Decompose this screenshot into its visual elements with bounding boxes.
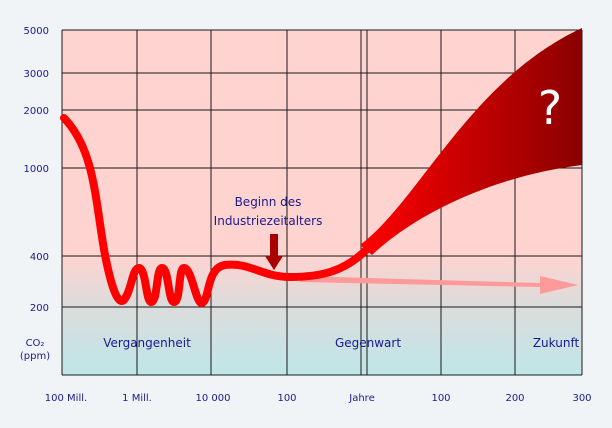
y-axis-unit: (ppm) xyxy=(20,351,50,362)
plot-background xyxy=(62,30,582,375)
x-tick-label: 1 Mill. xyxy=(122,393,152,404)
industry-arrow xyxy=(265,234,283,270)
x-tick-label: 300 xyxy=(572,393,591,404)
y-axis-label: CO₂ xyxy=(26,338,45,349)
y-tick-label: 1000 xyxy=(24,164,49,175)
annotation: Beginn des xyxy=(235,195,302,209)
future-range xyxy=(360,28,582,255)
era-label: Zukunft xyxy=(533,336,580,350)
y-tick-label: 200 xyxy=(30,303,49,314)
x-tick-label: 100 Mill. xyxy=(45,393,87,404)
era-label: Gegenwart xyxy=(335,336,401,350)
trend-arrow xyxy=(300,276,578,294)
x-tick-label: 10 000 xyxy=(196,393,231,404)
co2-curve xyxy=(60,114,372,308)
question-mark: ? xyxy=(538,81,562,135)
x-tick-label: 200 xyxy=(505,393,524,404)
annotation: Industriezeitalters xyxy=(214,214,323,228)
grid xyxy=(61,29,583,376)
y-tick-label: 400 xyxy=(30,252,49,263)
y-tick-label: 3000 xyxy=(24,69,49,80)
era-label: Vergangenheit xyxy=(103,336,191,350)
x-tick-label: Jahre xyxy=(348,393,374,404)
x-tick-label: 100 xyxy=(431,393,450,404)
y-tick-label: 5000 xyxy=(24,26,49,37)
x-tick-label: 100 xyxy=(277,393,296,404)
y-tick-label: 2000 xyxy=(24,106,49,117)
